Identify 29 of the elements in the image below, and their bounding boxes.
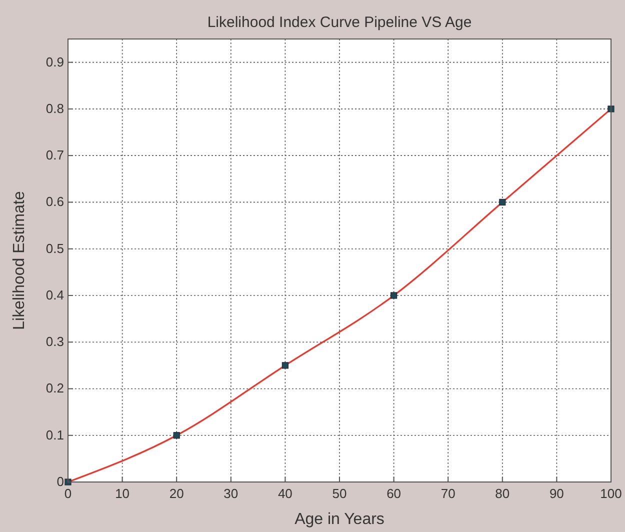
y-tick-label: 0.5 — [46, 240, 64, 256]
point — [390, 292, 398, 299]
y-tick-label: 0.9 — [46, 54, 64, 70]
x-tick-label: 30 — [224, 486, 238, 501]
point — [282, 362, 288, 369]
x-tick-label: 80 — [495, 486, 510, 501]
x-tick-label: 20 — [169, 486, 184, 501]
y-tick-label: 0.2 — [46, 380, 64, 396]
y-tick-label: 0 — [56, 474, 64, 489]
point — [608, 106, 614, 112]
point — [173, 432, 180, 439]
y-tick-label: 0.3 — [46, 334, 64, 350]
y-tick-label: 0.1 — [46, 427, 64, 442]
y-tick-label: 0.6 — [46, 194, 64, 210]
point — [64, 478, 72, 486]
x-tick-label: 100 — [600, 486, 622, 501]
x-tick-label: 70 — [440, 486, 456, 501]
x-tick-label: 50 — [332, 486, 347, 501]
y-tick-label: 0.4 — [46, 287, 64, 302]
x-axis-title: Age in Years — [294, 511, 384, 528]
chart-title: Likelihood Index Curve Pipeline VS Age — [207, 14, 472, 31]
x-tick-label: 60 — [386, 486, 402, 501]
point — [499, 198, 506, 206]
y-axis-title: Likelihood Estimate — [11, 191, 28, 330]
x-tick-label: 90 — [549, 486, 564, 501]
y-tick-label: 0.8 — [46, 100, 64, 116]
y-tick-label: 0.7 — [46, 148, 64, 163]
x-tick-label: 40 — [278, 486, 292, 501]
x-tick-label: 10 — [115, 486, 130, 501]
